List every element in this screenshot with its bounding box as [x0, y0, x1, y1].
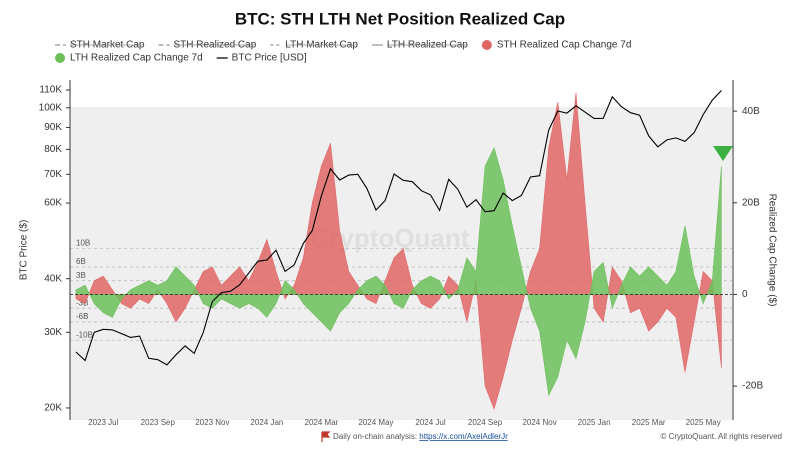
x-tick-label: 2023 Sep — [141, 418, 176, 427]
marker — [713, 146, 733, 161]
legend-swatch — [55, 53, 65, 63]
y2-axis-title: Realized Cap Change ($) — [766, 194, 777, 307]
y-axis-title: BTC Price ($) — [19, 220, 30, 281]
legend-label: BTC Price [USD] — [232, 53, 307, 64]
x-tick-label: 2024 May — [358, 418, 393, 427]
x-tick-label: 2023 Jul — [88, 418, 118, 427]
plot-layers: 10B 6B 3B -3B -6B -10B — [70, 90, 732, 410]
legend-item[interactable]: STH Realized Cap Change 7d — [481, 40, 632, 51]
flag-icon — [321, 431, 331, 442]
legend-item[interactable]: LTH Realized Cap Change 7d — [55, 53, 203, 64]
y-tick-label: 100K — [39, 102, 63, 113]
legend-item[interactable]: LTH Market Cap — [270, 40, 358, 51]
y-tick-label: 20K — [44, 403, 62, 414]
legend-item[interactable]: BTC Price [USD] — [216, 53, 307, 64]
legend-label: LTH Realized Cap Change 7d — [70, 53, 203, 64]
footer: Daily on-chain analysis: https://x.com/A… — [333, 432, 508, 441]
x-tick-label: 2023 Nov — [195, 418, 229, 427]
reference-label: 10B — [76, 239, 90, 248]
reference-label: -3B — [76, 298, 88, 307]
y2-tick-label: 20B — [742, 197, 760, 208]
x-tick-label: 2024 Mar — [305, 418, 339, 427]
y-tick-label: 60K — [44, 198, 62, 209]
x-tick-label: 2024 Nov — [522, 418, 556, 427]
x-tick-label: 2025 Jan — [578, 418, 611, 427]
reference-label: 6B — [76, 257, 86, 266]
reference-label: -6B — [76, 312, 88, 321]
x-tick-label: 2025 Mar — [632, 418, 666, 427]
legend-item[interactable]: STH Realized Cap — [158, 40, 257, 51]
y-tick-label: 90K — [44, 122, 62, 133]
area — [75, 92, 722, 410]
line — [75, 90, 722, 366]
legend-item[interactable]: STH Market Cap — [55, 40, 145, 51]
y2-tick-label: 0 — [742, 289, 748, 300]
x-tick-label: 2024 Sep — [468, 418, 503, 427]
copyright: © CryptoQuant. All rights reserved — [661, 432, 783, 441]
reference-label: 3B — [76, 271, 86, 280]
reference-label: -10B — [76, 330, 93, 339]
y-tick-label: 110K — [39, 85, 62, 96]
footer-link[interactable]: https://x.com/AxelAdlerJr — [419, 432, 508, 441]
x-tick-label: 2024 Jan — [250, 418, 283, 427]
legend-label: STH Realized Cap Change 7d — [497, 40, 632, 51]
y-tick-label: 30K — [44, 327, 62, 338]
legend-item[interactable]: LTH Realized Cap — [371, 40, 468, 51]
y2-tick-label: -20B — [742, 381, 763, 392]
y-tick-label: 70K — [44, 169, 62, 180]
x-tick-label: 2024 Jul — [415, 418, 445, 427]
chart-title: BTC: STH LTH Net Position Realized Cap — [235, 9, 565, 28]
area — [75, 146, 722, 397]
y-tick-label: 40K — [44, 273, 62, 284]
x-tick-label: 2025 May — [686, 418, 721, 427]
footer-text: Daily on-chain analysis: — [333, 432, 419, 441]
legend-swatch — [481, 40, 492, 50]
y2-tick-label: 40B — [742, 106, 760, 117]
y-tick-label: 80K — [44, 144, 62, 155]
